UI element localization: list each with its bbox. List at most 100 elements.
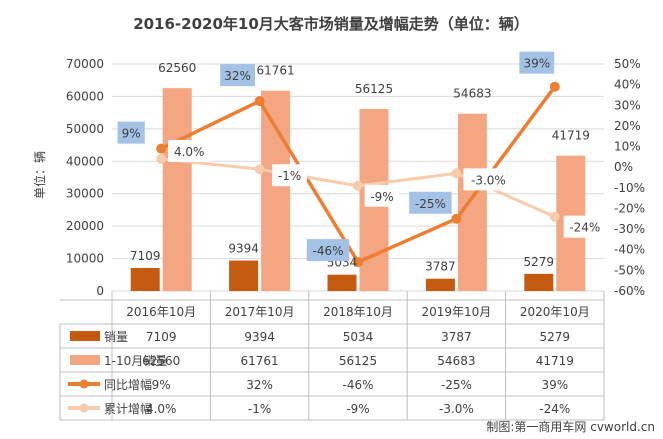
line-value-label: -9% [370,190,393,204]
line-label-box [220,64,255,87]
line-label-box [409,191,452,214]
line-value-label: 9% [122,127,141,141]
table-cell: 61761 [241,354,279,368]
bar [130,267,160,291]
series-point [451,213,462,224]
bar [457,113,487,292]
legend-swatch [70,355,100,365]
table-cell: 3787 [441,330,472,344]
right-tick-label: -10% [614,181,645,195]
table-cell: -46% [342,378,373,392]
bar-value-label: 7109 [130,249,161,263]
series-point [156,153,167,164]
bar-value-label: 62560 [158,61,196,75]
bar-value-label: 41719 [552,129,590,143]
series-point [451,168,462,179]
line-label-box [563,215,606,238]
legend-marker [79,379,89,389]
left-tick-label: 40000 [66,154,104,168]
table-cell: 41719 [536,354,574,368]
bar-value-label: 5279 [524,255,555,269]
left-tick-label: 70000 [66,57,104,71]
table-cell: 39% [541,378,568,392]
data-table: 2016年10月 2017年10月 2018年10月 2019年10月 2020年10月… [59,291,605,421]
right-tick-label: -40% [614,243,645,257]
line-value-label: -25% [415,197,446,211]
legend-label: 同比增幅 [104,377,152,392]
table-cell: 5034 [343,330,374,344]
left-tick-label: 0 [96,284,104,298]
line-value-label: 32% [224,69,251,83]
line-label-box [272,164,307,187]
line-value-label: 4.0% [174,145,205,159]
bar [425,278,455,291]
watermark: 制图:第一商用车网 cvworld.cn [486,419,655,434]
left-axis-ticks: 0 10000 20000 30000 40000 50000 60000 70000 [66,57,104,298]
category-label: 2017年10月 [225,305,295,319]
line-label-box [364,184,400,207]
right-tick-label: 20% [614,119,641,133]
bar-value-label: 61761 [257,64,295,78]
table-cell: 62560 [142,354,180,368]
right-tick-label: 30% [614,98,641,112]
table-cell: -3.0% [439,402,474,416]
table-cell: 54683 [437,354,475,368]
table-cell: -9% [346,402,369,416]
line-value-label: 39% [523,57,550,71]
left-tick-label: 10000 [66,252,104,266]
bar [261,90,291,292]
legend-label: 1-10月销量 [104,354,167,368]
table-cell: -24% [539,402,570,416]
table-cell: -25% [441,378,472,392]
right-tick-label: -60% [614,284,645,298]
line-label-box [463,168,514,191]
series-point [353,180,363,191]
table-cell: 32% [246,378,273,392]
right-tick-label: 40% [614,78,641,92]
bar [162,88,192,291]
table-cell: 7109 [146,330,177,344]
series-point [254,96,265,107]
category-label: 2018年10月 [323,305,393,319]
left-tick-label: 30000 [66,187,104,201]
category-label: 2020年10月 [520,305,590,319]
left-tick-label: 50000 [66,122,104,136]
series-point [549,81,560,92]
right-tick-label: 0% [614,160,633,174]
right-axis-ticks: -60% -50% -40% -30% -20% -10% 0% 10% 20% 30% 40% 50… [614,57,645,298]
bar-value-label: 54683 [453,87,491,101]
chart-title: 2016-2020年10月大客市场销量及增幅走势（单位：辆） [133,15,529,33]
series-point [254,164,265,175]
line-label-box [519,51,555,74]
right-tick-label: 50% [614,57,641,71]
bar-value-label: 3787 [425,260,456,274]
table-cell: 56125 [339,354,377,368]
table-cell: 4.0% [146,402,177,416]
bar-value-label: 9394 [228,242,259,256]
y-axis-label: 单位：辆 [32,151,47,199]
legend-swatch [70,331,100,341]
series-point [156,143,167,154]
right-tick-label: -20% [614,201,645,215]
line-value-label: -46% [312,244,343,258]
line-label-box [117,121,145,144]
right-tick-label: -50% [614,263,645,277]
bar [327,274,357,291]
line-value-label: -3.0% [471,173,506,187]
table-cell: 9394 [244,330,275,344]
right-tick-label: 10% [614,140,641,154]
bar-value-label: 56125 [355,82,393,96]
category-label: 2019年10月 [421,305,491,319]
series-point [353,257,363,268]
legend-label: 销量 [104,330,128,344]
bar [524,273,554,291]
right-tick-label: -30% [614,222,645,236]
table-cell: -1% [248,402,271,416]
category-label: 2016年10月 [126,305,196,319]
line-label-box [168,139,211,162]
legend-label: 累计增幅 [104,401,152,416]
series-point [549,211,560,222]
bar [229,260,259,291]
